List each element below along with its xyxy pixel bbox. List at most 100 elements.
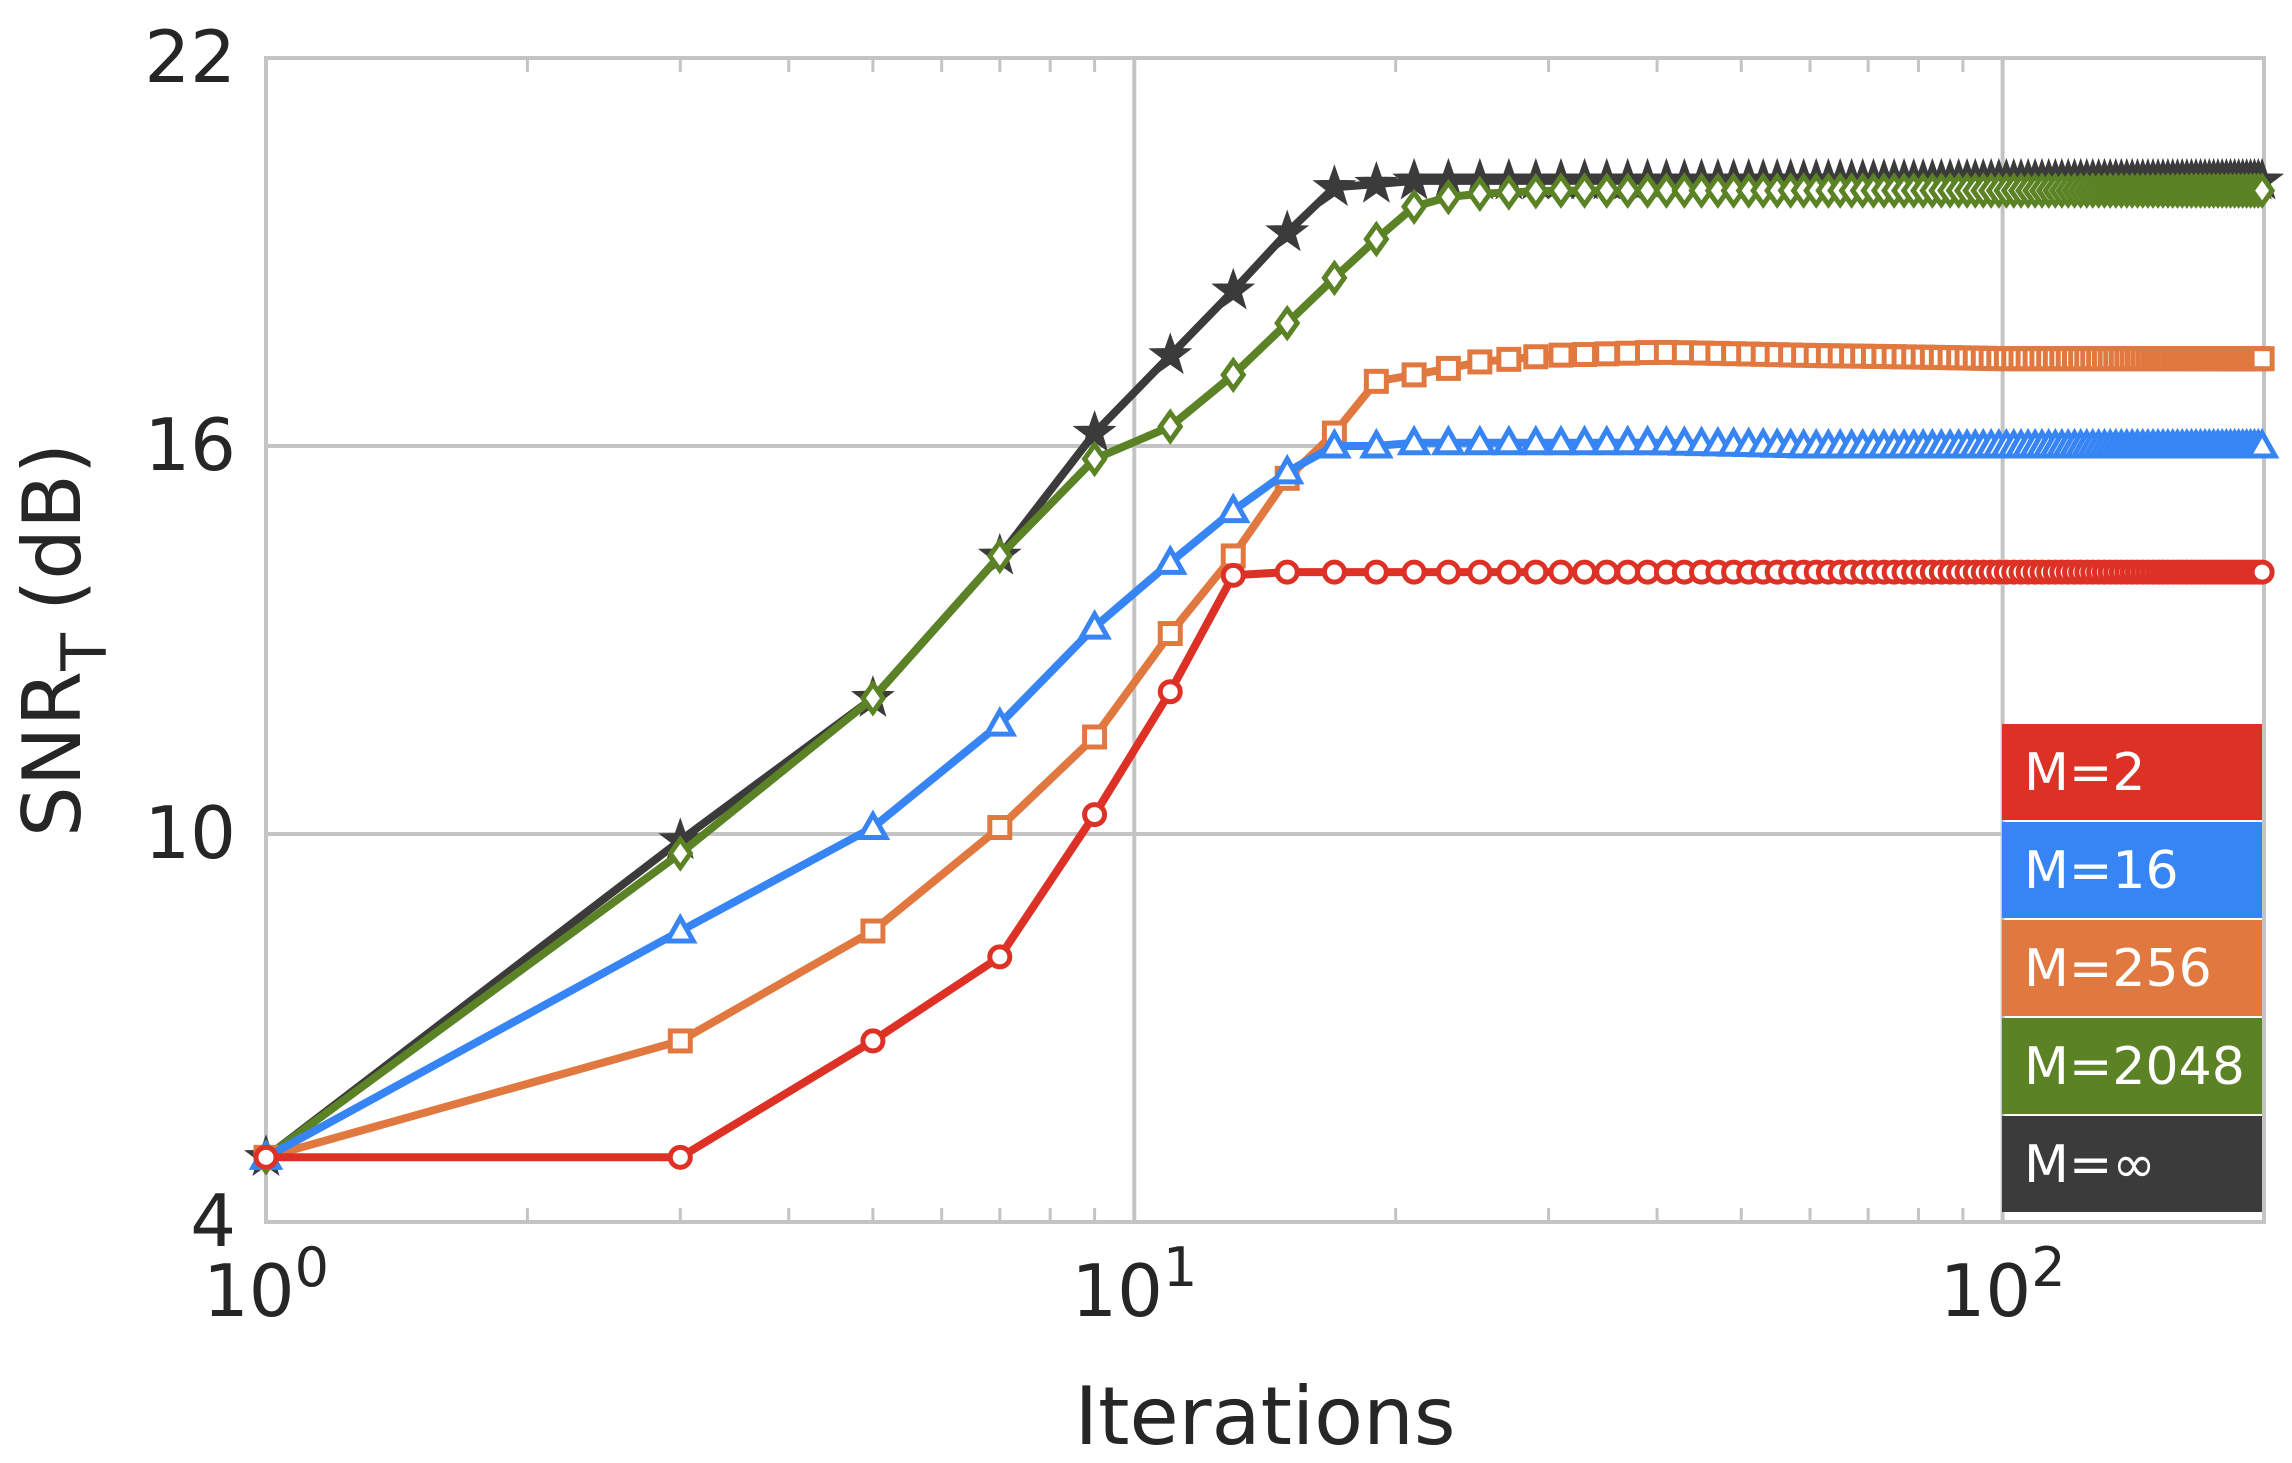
data-point <box>1321 259 1348 297</box>
data-point <box>1077 608 1112 640</box>
series-M=∞ <box>244 157 2285 1176</box>
data-point <box>1354 161 1399 203</box>
data-point <box>1435 355 1461 381</box>
data-point <box>1496 559 1522 585</box>
legend-item: M=∞ <box>2002 1116 2262 1212</box>
legend-label: M=256 <box>2024 939 2212 999</box>
data-point <box>667 1028 693 1054</box>
data-point <box>1401 559 1427 585</box>
data-point <box>663 912 698 944</box>
data-point <box>1317 427 1352 459</box>
data-point <box>1157 621 1183 647</box>
data-point <box>2244 427 2280 459</box>
data-point <box>1220 562 1246 588</box>
data-point <box>1634 172 1661 209</box>
data-point <box>1082 802 1108 828</box>
series-M=16 <box>248 424 2280 1170</box>
data-point <box>1363 559 1389 585</box>
data-point <box>667 835 694 872</box>
series-M=2048 <box>252 172 2276 1176</box>
data-point <box>1157 408 1184 445</box>
data-point <box>1274 559 1300 585</box>
data-point <box>1359 427 1394 459</box>
data-point <box>1157 679 1183 705</box>
data-point <box>1435 559 1461 585</box>
data-point <box>1274 304 1301 342</box>
series-line <box>264 348 2263 1162</box>
data-point <box>1467 349 1493 375</box>
data-point <box>1571 172 1598 209</box>
data-point <box>1567 424 1602 456</box>
data-point <box>2249 559 2275 585</box>
data-point <box>1594 341 1620 367</box>
data-point <box>1312 164 1357 206</box>
data-point <box>1269 453 1305 485</box>
legend-label: M=16 <box>2024 841 2179 901</box>
data-point <box>1615 559 1641 585</box>
legend-swatch <box>2002 1116 2262 1212</box>
data-point <box>1593 172 1620 209</box>
legend-label: M=2 <box>2024 743 2146 803</box>
x-tick-label: 100 <box>203 1236 329 1333</box>
data-point <box>1081 440 1108 478</box>
x-axis-label: Iterations <box>1074 1370 1455 1458</box>
data-point <box>1671 172 1698 209</box>
data-point <box>1220 356 1247 394</box>
data-point <box>1467 559 1493 585</box>
y-axis-label-main: SNR <box>6 671 99 837</box>
data-point <box>1518 424 1554 456</box>
x-tick-label: 101 <box>1071 1236 1197 1333</box>
data-point <box>982 705 1018 737</box>
series-layer <box>244 157 2285 1176</box>
series-line <box>263 186 2263 1161</box>
legend-item: M=2 <box>2002 724 2262 820</box>
data-point <box>860 918 886 944</box>
data-point <box>1614 172 1641 209</box>
data-point <box>1462 424 1498 456</box>
data-point <box>1572 559 1598 585</box>
data-point <box>1211 267 1256 310</box>
data-point <box>1431 424 1466 456</box>
data-point <box>1615 340 1641 366</box>
series-M=256 <box>253 339 2275 1170</box>
data-point <box>253 1144 279 1170</box>
data-point <box>1547 172 1575 209</box>
data-point <box>1082 724 1108 750</box>
legend-swatch <box>2002 724 2262 820</box>
data-point <box>1466 175 1493 213</box>
data-point <box>1363 220 1390 258</box>
legend-swatch <box>2002 920 2262 1016</box>
data-point <box>1363 368 1389 394</box>
legend-item: M=256 <box>2002 920 2262 1016</box>
data-point <box>1495 174 1522 211</box>
y-axis-label-subscript: T <box>48 632 121 672</box>
data-point <box>1589 424 1625 456</box>
x-tick-label: 102 <box>1940 1236 2066 1333</box>
legend-swatch <box>2002 822 2262 918</box>
data-point <box>1148 332 1193 375</box>
data-point <box>855 809 891 841</box>
data-point <box>1152 544 1188 575</box>
data-point <box>1265 209 1310 252</box>
data-point <box>1523 559 1549 585</box>
svg-text:SNRT(dB): SNRT (dB) <box>6 443 121 837</box>
y-tick-labels: 4 10 16 22 <box>144 15 236 1263</box>
data-point <box>1610 424 1645 456</box>
data-point <box>1401 362 1427 388</box>
legend: M=2 M=16 M=256 M=2048 M=∞ <box>2002 724 2262 1212</box>
plot-frame <box>264 56 2266 1224</box>
data-point <box>987 944 1013 970</box>
y-tick-label: 22 <box>144 15 236 99</box>
data-point <box>1653 172 1680 209</box>
data-point <box>1594 559 1620 585</box>
data-point <box>667 1144 693 1170</box>
y-tick-label: 4 <box>190 1179 236 1263</box>
data-point <box>1496 346 1522 372</box>
legend-swatch <box>2002 1018 2262 1114</box>
data-point <box>1396 424 1432 456</box>
legend-label: M=∞ <box>2024 1135 2156 1195</box>
data-point <box>1321 559 1347 585</box>
y-axis-label: SNRT (dB) <box>6 443 121 837</box>
